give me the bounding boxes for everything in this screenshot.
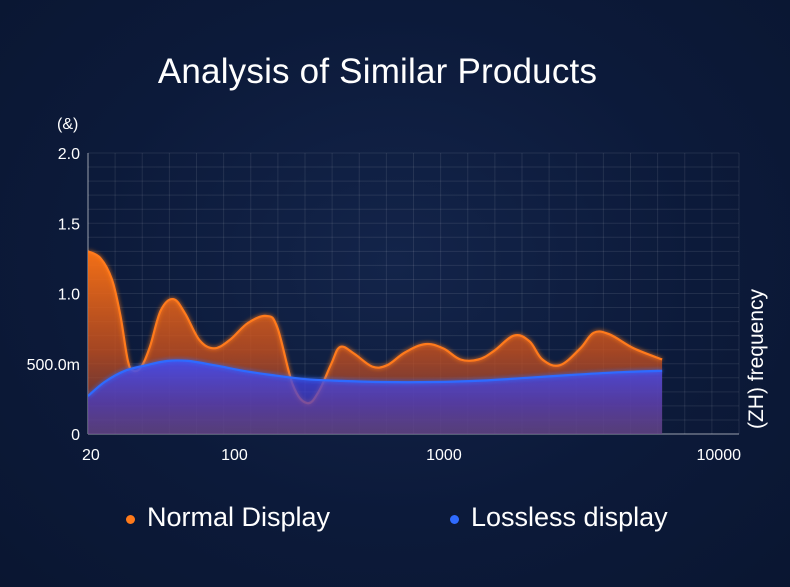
y-tick-label: 1.5 [58, 216, 80, 233]
series-line-lossless-display [88, 359, 663, 397]
y-tick-label: 0 [71, 427, 80, 444]
y-tick-label: 500.0m [27, 357, 80, 374]
series-group [88, 250, 663, 434]
series-line-normal-display [88, 250, 663, 405]
y-tick-label: 1.0 [58, 287, 80, 304]
legend-swatch-normal-display [126, 514, 135, 524]
legend-label-normal-display: Normal Display [147, 502, 331, 532]
legend-item-lossless-display: Lossless display [450, 502, 668, 533]
legend-item-normal-display: Normal Display [126, 502, 330, 533]
legend-swatch-lossless-display [450, 514, 459, 524]
y-tick-label: 2.0 [58, 146, 80, 163]
legend-label-lossless-display: Lossless display [471, 502, 668, 532]
legend: Normal Display Lossless display [0, 502, 790, 542]
chart-title: Analysis of Similar Products [157, 52, 598, 91]
x-tick-label: 20 [82, 447, 100, 464]
x-tick-label: 1000 [426, 447, 462, 464]
x-tick-label: 100 [221, 447, 248, 464]
y-axis-label: (&) [57, 116, 79, 133]
x-tick-label: 10000 [697, 447, 742, 464]
